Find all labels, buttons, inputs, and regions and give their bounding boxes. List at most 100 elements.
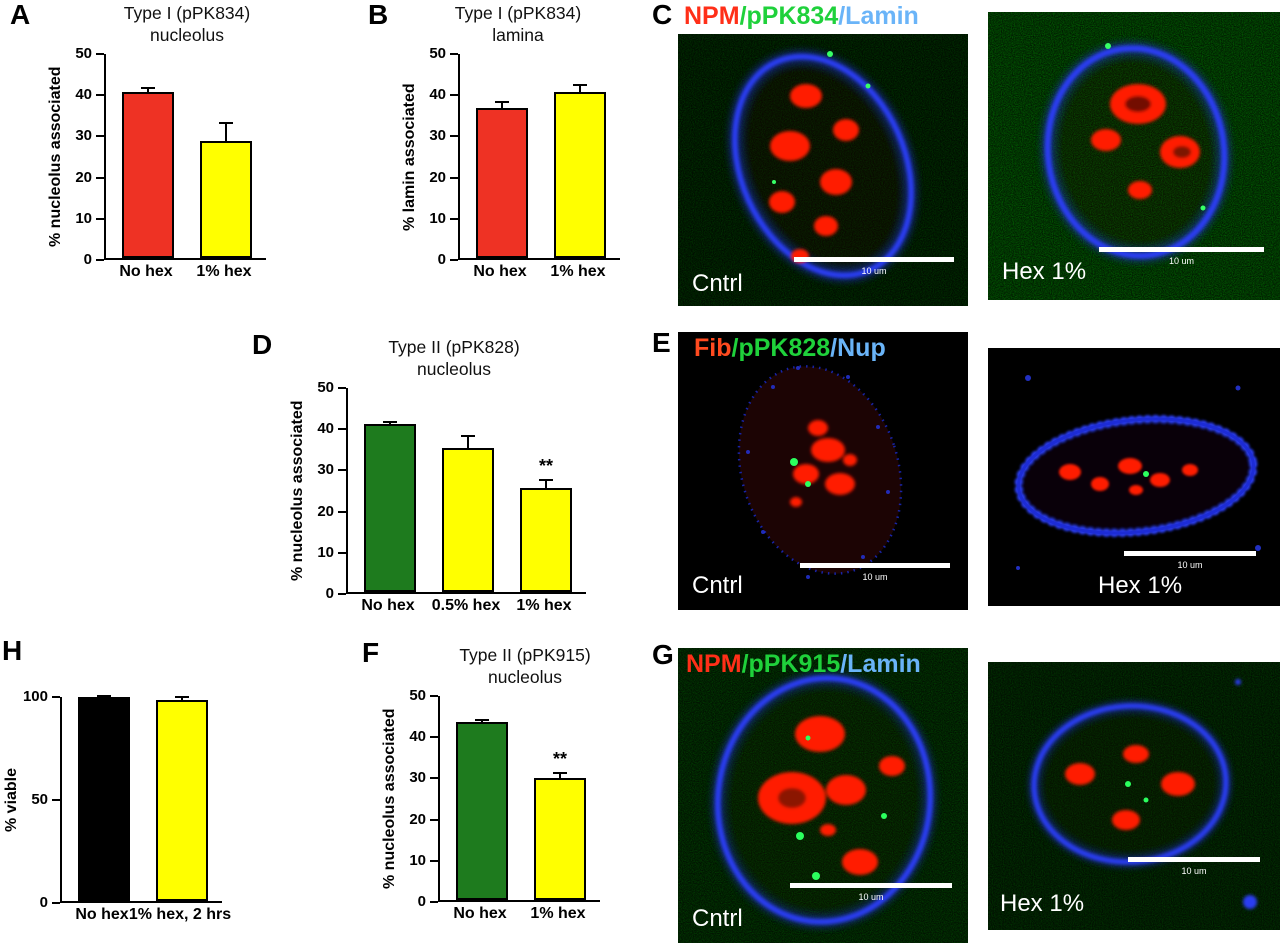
y-tick-mark	[96, 259, 104, 261]
y-tick-label: 50	[429, 45, 446, 62]
error-bar-cap	[553, 771, 567, 774]
legend-channel-nup: /Nup	[830, 334, 886, 362]
chart-panel-b: Type I (pPK834) lamina % lamin associate…	[398, 2, 620, 286]
scale-bar	[1099, 247, 1264, 252]
chart-title-line: Type I (pPK834)	[454, 3, 582, 23]
significance-marker: **	[552, 748, 567, 769]
legend-channel-npm: NPM	[686, 650, 742, 678]
y-tick-label: 0	[39, 894, 48, 911]
y-tick-label: 10	[409, 851, 426, 869]
chart-panel-a: Type I (pPK834) nucleolus % nucleolus as…	[44, 2, 266, 286]
nucleus-lamina-ring	[728, 50, 918, 282]
error-bar-line	[467, 435, 469, 449]
chart-panel-h: % viable 0 50 100 No hex 1% hex, 2 hrs	[0, 688, 231, 929]
error-bar-line	[501, 101, 503, 109]
channel-legend-c: NPM/pPK834/Lamin	[684, 2, 919, 31]
bar-1-hex	[200, 140, 252, 258]
y-tick-label: 50	[409, 687, 426, 704]
error-bar-line	[559, 771, 561, 779]
error-bar-line	[545, 479, 547, 489]
y-axis: 0 10 20 30 40 50	[422, 45, 458, 268]
y-tick-label: 40	[409, 728, 426, 746]
y-tick-label: 0	[437, 251, 446, 268]
legend-channel-lamin: /Lamin	[840, 650, 921, 678]
x-axis-category-label: 1% hex	[516, 597, 572, 614]
x-axis-category-label: No hex	[119, 263, 173, 280]
error-bar-cap	[97, 695, 111, 697]
chart-title: Type I (pPK834) nucleolus	[108, 2, 266, 46]
y-tick-mark	[430, 736, 438, 739]
chart-body: % viable 0 50 100 No hex 1% hex, 2 hrs	[0, 688, 231, 929]
nucleus-beaded-ring	[1014, 414, 1258, 538]
chart-panel-f: Type II (pPK915) nucleolus % nucleolus a…	[378, 644, 600, 928]
y-tick-mark	[96, 135, 104, 138]
probe-foci	[1143, 471, 1149, 477]
x-axis-category-label: 1% hex, 2 hrs	[128, 906, 232, 923]
probe-foci	[790, 458, 811, 487]
error-bar-line	[579, 84, 581, 93]
condition-label: Cntrl	[692, 572, 743, 599]
condition-label: Hex 1%	[1002, 258, 1087, 285]
y-tick-mark	[430, 859, 438, 862]
chart-panel-d: Type II (pPK828) nucleolus % nucleolus a…	[286, 336, 586, 620]
y-tick-mark	[450, 94, 458, 97]
chart-body: % nucleolus associated 0 10 20 30 40 50 No hex 1…	[44, 45, 266, 286]
micrograph-c-hex-graphic	[988, 12, 1280, 300]
scale-bar-label: 10 um	[862, 572, 888, 582]
error-bar-cap	[383, 420, 397, 423]
y-tick-mark	[450, 217, 458, 220]
micro-image-g-hex: Hex 1% 10 um	[988, 662, 1280, 930]
y-tick-mark	[450, 53, 458, 55]
nucleoli-blobs	[758, 716, 905, 875]
error-bar-cap	[573, 84, 587, 87]
x-axis-category-label: No hex	[453, 905, 507, 922]
chart-title-line: nucleolus	[150, 25, 224, 45]
x-axis-category-label: No hex	[75, 906, 129, 923]
chart-body: % nucleolus associated 0 10 20 30 40 50 ** No he…	[378, 687, 600, 928]
plot-area	[60, 695, 222, 903]
y-tick-mark	[430, 901, 438, 903]
y-tick-label: 10	[429, 209, 446, 227]
nucleoli-blobs	[790, 420, 857, 507]
scale-bar	[790, 883, 952, 888]
micro-image-e-control: Cntrl 10 um	[678, 332, 968, 610]
y-tick-label: 10	[75, 209, 92, 227]
panel-letter-b: B	[368, 0, 389, 30]
legend-channel-lamin: /Lamin	[838, 2, 919, 30]
chart-title-line: Type II (pPK828)	[388, 337, 520, 357]
panel-letter-d: D	[252, 329, 273, 360]
panel-letter-c: C	[652, 0, 673, 30]
y-tick-label: 0	[325, 585, 334, 602]
stray-blue-speckles	[1016, 375, 1261, 570]
y-tick-mark	[450, 259, 458, 261]
x-axis-labels: No hex 1% hex	[438, 902, 600, 928]
bar-0-5-hex	[442, 448, 494, 592]
y-axis: 0 50 100	[23, 688, 60, 911]
y-tick-label: 20	[317, 502, 334, 520]
y-tick-label: 40	[317, 420, 334, 438]
y-tick-mark	[52, 799, 60, 801]
y-axis-label: % viable	[3, 767, 20, 833]
x-axis-category-label: 0.5% hex	[431, 597, 501, 614]
x-axis-category-label: 1% hex	[550, 263, 606, 280]
legend-channel-npm: NPM	[684, 2, 740, 30]
y-tick-mark	[338, 551, 346, 554]
scale-bar-label: 10 um	[1168, 256, 1194, 266]
error-bar-line	[147, 86, 149, 92]
plot-column: No hex 1% hex, 2 hrs	[60, 695, 231, 929]
chart-title-line: Type II (pPK915)	[459, 645, 591, 665]
y-axis: 0 10 20 30 40 50	[310, 379, 346, 602]
y-tick-label: 0	[83, 251, 92, 268]
y-tick-mark	[338, 510, 346, 513]
y-tick-mark	[338, 593, 346, 595]
nucleus-lamina-ring	[1041, 41, 1231, 263]
x-axis-category-label: No hex	[361, 597, 415, 614]
bar-1-hex	[520, 488, 572, 592]
plot-area	[458, 54, 620, 260]
y-axis-label: % lamin associated	[401, 83, 418, 231]
y-tick-mark	[430, 695, 438, 697]
x-axis-category-label: 1% hex	[196, 263, 252, 280]
legend-channel-ppk834: /pPK834	[739, 2, 839, 30]
error-bar-cap	[175, 695, 189, 698]
